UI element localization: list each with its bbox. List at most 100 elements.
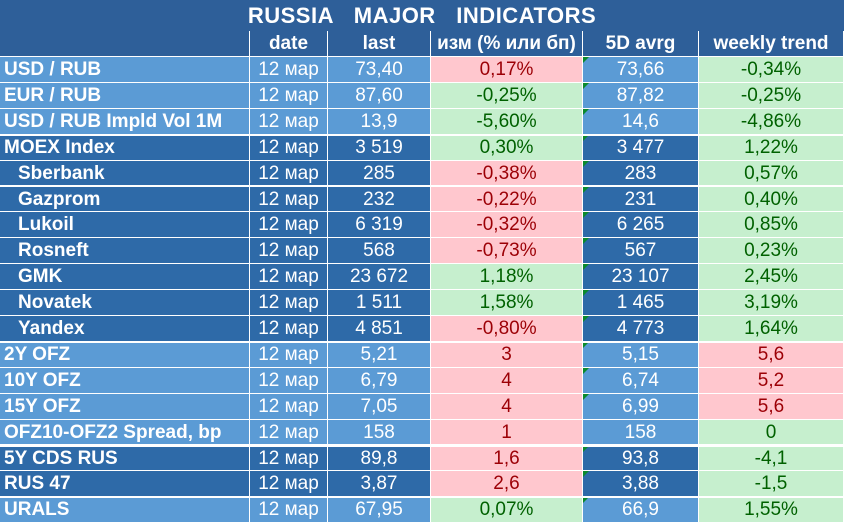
row-5d-avg: 87,82	[583, 82, 699, 109]
row-change: 1,58%	[431, 290, 583, 316]
table-row: Novatek 12 мар 1 511 1,58% 1 465 3,19%	[0, 290, 844, 316]
header-name	[0, 31, 250, 57]
row-name: 15Y OFZ	[0, 393, 250, 420]
row-change: 3	[431, 341, 583, 368]
table-row: GMK 12 мар 23 672 1,18% 23 107 2,45%	[0, 264, 844, 291]
row-last: 6 319	[328, 212, 431, 239]
row-name: URALS	[0, 497, 250, 524]
header-weekly-trend: weekly trend	[699, 31, 844, 57]
row-date: 12 мар	[250, 108, 328, 135]
row-5d-avg: 6,99	[583, 393, 699, 420]
row-name: Gazprom	[0, 186, 250, 213]
row-date: 12 мар	[250, 393, 328, 420]
row-weekly-trend: -4,86%	[699, 108, 844, 135]
row-date: 12 мар	[250, 445, 328, 472]
row-last: 7,05	[328, 393, 431, 420]
row-name: OFZ10-OFZ2 Spread, bp	[0, 419, 250, 446]
row-last: 23 672	[328, 264, 431, 291]
group-separator	[0, 340, 844, 343]
row-last: 285	[328, 160, 431, 187]
row-weekly-trend: -4,1	[699, 445, 844, 472]
row-name: Novatek	[0, 290, 250, 316]
row-last: 6,79	[328, 367, 431, 394]
row-change: 1,6	[431, 445, 583, 472]
row-5d-avg: 3,88	[583, 471, 699, 498]
row-last: 1 511	[328, 290, 431, 316]
table-row: 15Y OFZ 12 мар 7,05 4 6,99 5,6	[0, 393, 844, 420]
row-change: 0,17%	[431, 57, 583, 83]
row-change: -5,60%	[431, 108, 583, 135]
table-row: USD / RUB 12 мар 73,40 0,17% 73,66 -0,34%	[0, 57, 844, 83]
row-name: Lukoil	[0, 212, 250, 239]
table-row: Sberbank 12 мар 285 -0,38% 283 0,57%	[0, 160, 844, 187]
row-5d-avg: 4 773	[583, 316, 699, 342]
group-separator	[0, 444, 844, 447]
row-date: 12 мар	[250, 419, 328, 446]
row-change: 0,30%	[431, 134, 583, 161]
row-weekly-trend: -0,25%	[699, 82, 844, 109]
group-separator	[0, 133, 844, 136]
row-date: 12 мар	[250, 238, 328, 265]
row-weekly-trend: 2,45%	[699, 264, 844, 291]
row-weekly-trend: 0,57%	[699, 160, 844, 187]
row-name: Sberbank	[0, 160, 250, 187]
table-row: 5Y CDS RUS 12 мар 89,8 1,6 93,8 -4,1	[0, 445, 844, 472]
row-weekly-trend: -0,34%	[699, 57, 844, 83]
row-name: USD / RUB Impld Vol 1M	[0, 108, 250, 135]
row-last: 87,60	[328, 82, 431, 109]
row-5d-avg: 6,74	[583, 367, 699, 394]
row-weekly-trend: 0,85%	[699, 212, 844, 239]
table-row: 10Y OFZ 12 мар 6,79 4 6,74 5,2	[0, 367, 844, 394]
row-5d-avg: 66,9	[583, 497, 699, 524]
row-date: 12 мар	[250, 82, 328, 109]
row-5d-avg: 5,15	[583, 341, 699, 368]
row-5d-avg: 93,8	[583, 445, 699, 472]
header-change: изм (% или бп)	[431, 31, 583, 57]
row-weekly-trend: 1,22%	[699, 134, 844, 161]
row-5d-avg: 567	[583, 238, 699, 265]
row-last: 5,21	[328, 341, 431, 368]
row-date: 12 мар	[250, 471, 328, 498]
row-date: 12 мар	[250, 367, 328, 394]
row-5d-avg: 231	[583, 186, 699, 213]
table-row: Rosneft 12 мар 568 -0,73% 567 0,23%	[0, 238, 844, 265]
row-5d-avg: 1 465	[583, 290, 699, 316]
row-weekly-trend: 5,6	[699, 393, 844, 420]
row-name: USD / RUB	[0, 57, 250, 83]
row-name: MOEX Index	[0, 134, 250, 161]
row-5d-avg: 14,6	[583, 108, 699, 135]
row-5d-avg: 158	[583, 419, 699, 446]
row-change: -0,25%	[431, 82, 583, 109]
table-title: RUSSIA MAJOR INDICATORS	[0, 0, 844, 31]
row-5d-avg: 73,66	[583, 57, 699, 83]
header-date: date	[250, 31, 328, 57]
row-name: Yandex	[0, 316, 250, 342]
header-last: last	[328, 31, 431, 57]
table-row: URALS 12 мар 67,95 0,07% 66,9 1,55%	[0, 497, 844, 524]
row-date: 12 мар	[250, 134, 328, 161]
row-last: 3,87	[328, 471, 431, 498]
row-name: 10Y OFZ	[0, 367, 250, 394]
row-weekly-trend: 3,19%	[699, 290, 844, 316]
row-name: 5Y CDS RUS	[0, 445, 250, 472]
table-row: Lukoil 12 мар 6 319 -0,32% 6 265 0,85%	[0, 212, 844, 239]
row-5d-avg: 3 477	[583, 134, 699, 161]
row-change: 4	[431, 367, 583, 394]
row-5d-avg: 23 107	[583, 264, 699, 291]
row-weekly-trend: 1,55%	[699, 497, 844, 524]
table-row: 2Y OFZ 12 мар 5,21 3 5,15 5,6	[0, 341, 844, 368]
table-row: USD / RUB Impld Vol 1M 12 мар 13,9 -5,60% 14…	[0, 108, 844, 135]
row-last: 89,8	[328, 445, 431, 472]
row-name: 2Y OFZ	[0, 341, 250, 368]
row-last: 67,95	[328, 497, 431, 524]
row-weekly-trend: 0	[699, 419, 844, 446]
table-row: OFZ10-OFZ2 Spread, bp 12 мар 158 1 158 0	[0, 419, 844, 446]
row-5d-avg: 6 265	[583, 212, 699, 239]
row-name: RUS 47	[0, 471, 250, 498]
row-change: 1,18%	[431, 264, 583, 291]
row-change: 0,07%	[431, 497, 583, 524]
row-weekly-trend: 5,2	[699, 367, 844, 394]
row-change: -0,32%	[431, 212, 583, 239]
row-change: -0,38%	[431, 160, 583, 187]
